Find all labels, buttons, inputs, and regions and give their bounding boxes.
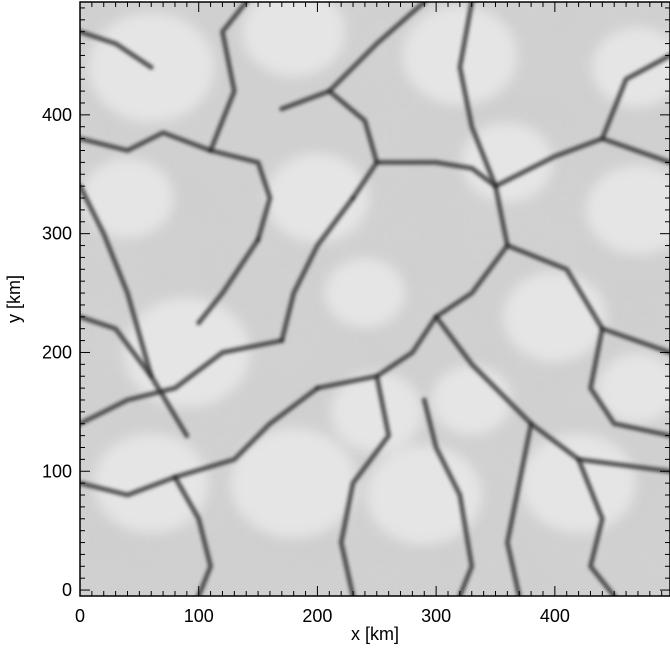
intergranular-lane (421, 397, 475, 596)
intergranular-lane (80, 474, 178, 498)
intergranular-lane (599, 53, 670, 142)
y-tick-label: 300 (42, 224, 72, 244)
heatmap-image (80, 2, 670, 596)
granule-highlight (81, 158, 174, 239)
intergranular-lane (80, 183, 154, 379)
y-tick-label: 400 (42, 105, 72, 125)
plot-frame (79, 1, 670, 597)
y-tick-label: 0 (62, 580, 72, 600)
granule-highlight (591, 27, 670, 108)
intergranular-lane (588, 326, 670, 439)
intergranular-lane (279, 2, 427, 112)
intergranular-lanes (80, 2, 670, 596)
granule-highlights (81, 2, 670, 546)
y-tick-label: 100 (42, 461, 72, 481)
intergranular-lane (457, 2, 498, 189)
intergranular-lane (433, 183, 510, 320)
intergranular-lane (279, 195, 356, 344)
intergranular-lane (576, 456, 617, 596)
x-axis: 0 100 200 300 400 (75, 2, 663, 626)
intergranular-lane (504, 421, 534, 596)
intergranular-lane (80, 130, 214, 153)
granule-highlight (230, 428, 357, 539)
x-tick-label: 200 (302, 606, 332, 626)
intergranular-lane (314, 314, 439, 391)
intergranular-lane (208, 148, 273, 243)
intergranular-lane (80, 338, 285, 427)
granule-highlight (324, 258, 406, 329)
granule-highlight (265, 153, 370, 244)
x-tick-label: 300 (421, 606, 451, 626)
x-tick-label: 0 (75, 606, 85, 626)
granule-highlight (521, 433, 637, 534)
intergranular-lane (80, 29, 154, 70)
intergranular-lane (172, 385, 320, 480)
intergranular-lane (374, 159, 498, 189)
intergranular-lane (80, 314, 190, 439)
y-tick-label: 200 (42, 342, 72, 362)
intergranular-lane (504, 243, 670, 355)
intergranular-lane (196, 237, 261, 326)
intergranular-lane (172, 474, 214, 596)
intergranular-lane (208, 2, 249, 153)
x-tick-label: 400 (540, 606, 570, 626)
x-tick-label: 100 (184, 606, 214, 626)
granule-highlight (597, 353, 670, 424)
granule-highlight (93, 433, 209, 534)
x-axis-label: x [km] (351, 624, 399, 644)
y-axis-label: y [km] (4, 275, 24, 323)
granule-highlight (461, 122, 554, 203)
granule-highlight (431, 364, 513, 435)
intergranular-lane (326, 88, 380, 201)
granule-highlight (241, 2, 346, 77)
y-axis: 0 100 200 300 400 (42, 7, 670, 600)
granule-highlight (586, 164, 670, 255)
intergranular-lane (493, 136, 670, 189)
intergranular-lane (338, 373, 392, 596)
granule-highlight (330, 371, 423, 452)
granule-highlight (366, 445, 482, 546)
granule-highlight (503, 271, 607, 362)
